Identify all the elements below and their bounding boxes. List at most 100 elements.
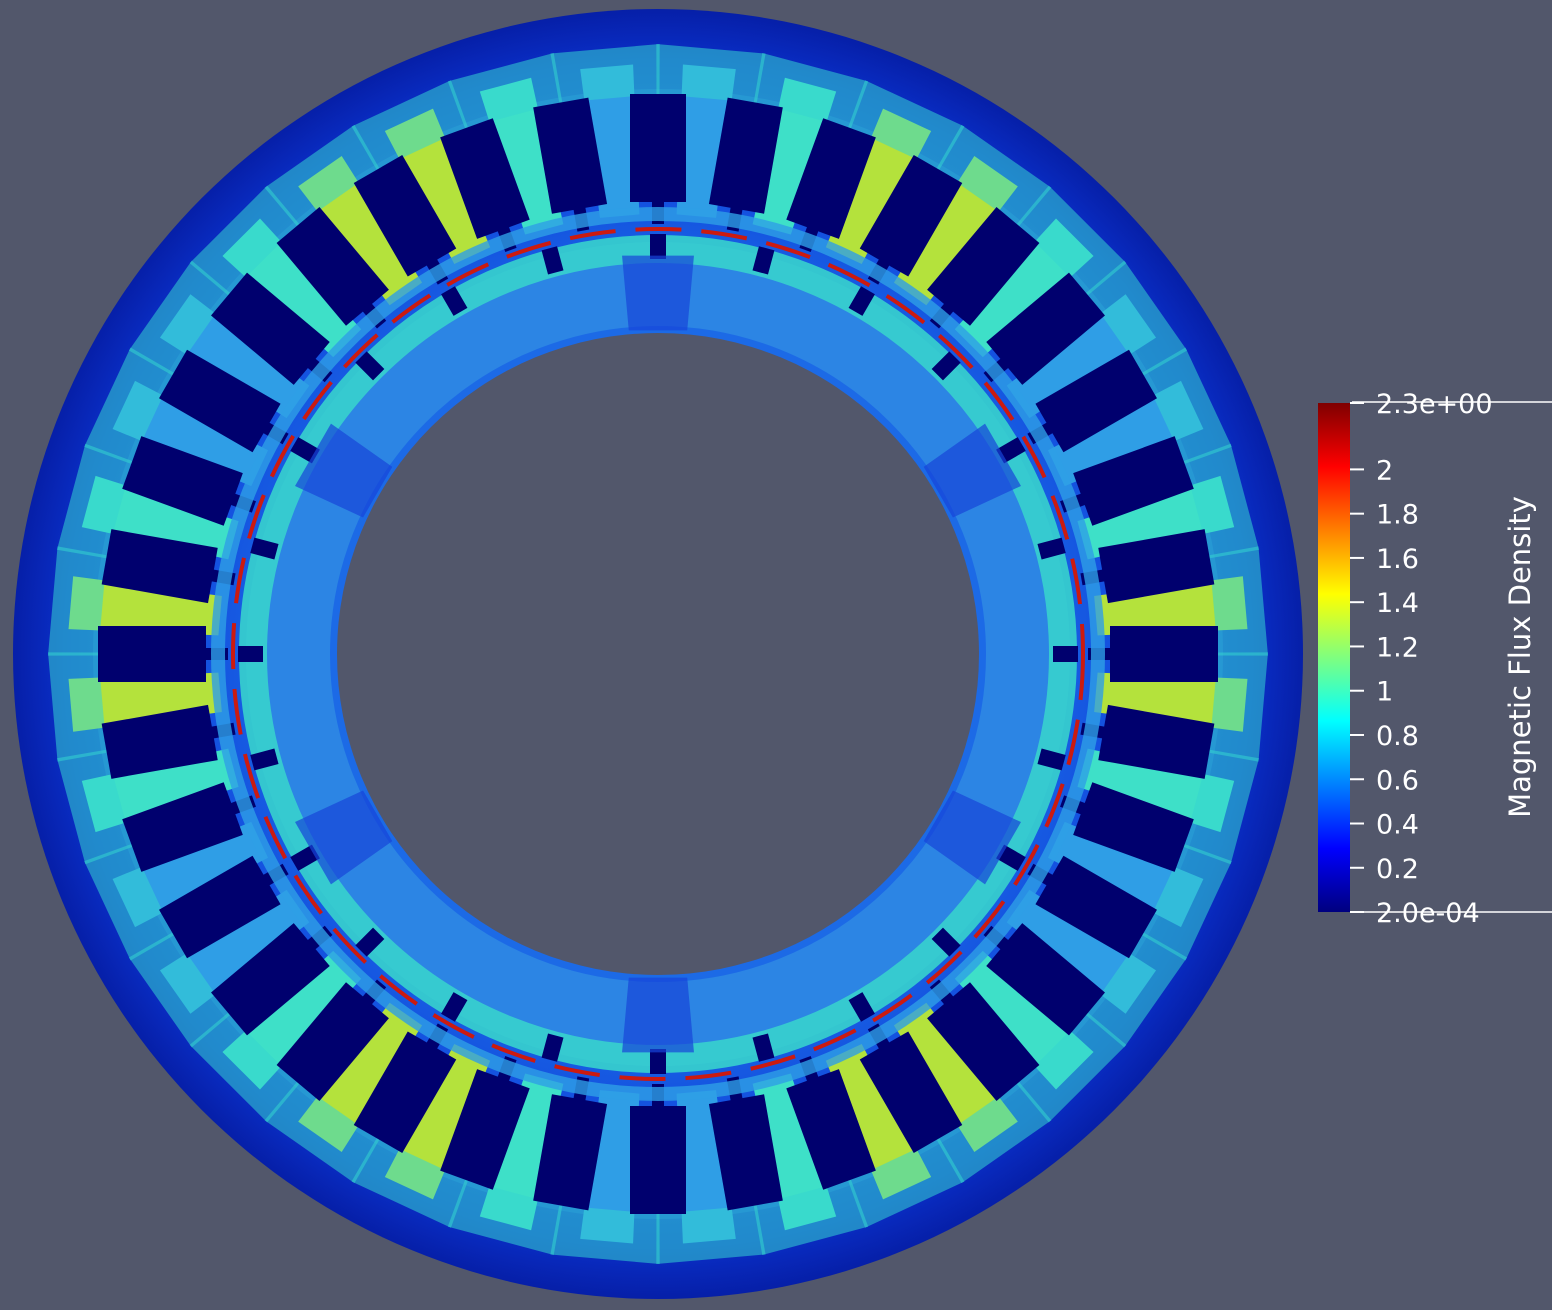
stator-slot xyxy=(786,1069,876,1190)
rotor-slot xyxy=(355,927,385,957)
tick-label: 2.0e-04 xyxy=(1376,898,1480,929)
rotor-slot xyxy=(931,927,961,957)
rotor-slot xyxy=(848,992,875,1022)
rotor-slot xyxy=(1037,537,1066,560)
stator-slot xyxy=(708,1094,783,1211)
tick-label: 1.8 xyxy=(1376,500,1419,531)
rotor-slot xyxy=(650,234,666,259)
stator-slot xyxy=(630,94,686,202)
tooth-root xyxy=(1142,347,1232,464)
rotor-slot xyxy=(541,246,564,275)
stator-slot xyxy=(353,155,457,277)
rotor-pole-low-flux xyxy=(622,977,694,1053)
tooth-root xyxy=(1085,260,1188,376)
stator-slot xyxy=(927,207,1040,326)
tooth-root xyxy=(936,124,1052,227)
rotor-slot xyxy=(541,1033,564,1062)
rotor-poles xyxy=(238,234,1078,1074)
stator-slot xyxy=(122,436,243,526)
tooth-root xyxy=(84,844,174,961)
rotor-slot xyxy=(250,748,279,771)
stator-slot xyxy=(353,1031,457,1153)
stator-slot xyxy=(440,118,530,239)
stator-slot xyxy=(708,97,783,214)
scalar-bar-title: Magnetic Flux Density xyxy=(1503,496,1537,818)
stator-slot xyxy=(859,1031,963,1153)
rotor-slot xyxy=(1037,748,1066,771)
stator-teeth xyxy=(48,44,1268,1264)
rotor-slot xyxy=(848,286,875,316)
rotor-slot xyxy=(752,1033,775,1062)
tooth-root xyxy=(1209,546,1268,656)
tick-label: 2.3e+00 xyxy=(1376,389,1493,420)
tooth-root xyxy=(656,44,766,103)
stator-slot xyxy=(1110,626,1218,682)
rotor-slot xyxy=(441,992,468,1022)
tick-label: 1.6 xyxy=(1376,544,1419,575)
tick-label: 1.2 xyxy=(1376,632,1419,663)
tooth-root xyxy=(1016,185,1127,296)
air-gap-line xyxy=(231,227,1085,1081)
tooth-root xyxy=(1142,844,1232,961)
rotor-pole-low-flux xyxy=(295,790,393,885)
tooth-root xyxy=(550,44,660,103)
rotor-slot xyxy=(250,537,279,560)
stator-slot xyxy=(986,923,1105,1036)
stator-slot xyxy=(1035,349,1157,453)
stator-slot xyxy=(1035,855,1157,959)
stator-slot xyxy=(101,704,218,779)
stator-slot xyxy=(98,626,206,682)
tooth-root xyxy=(264,124,380,227)
rotor-slot xyxy=(752,246,775,275)
tooth-root xyxy=(264,1081,380,1184)
rotor-slot xyxy=(1053,646,1078,662)
rotor-slot xyxy=(441,286,468,316)
tooth-root xyxy=(128,260,231,376)
tooth-root xyxy=(1209,652,1268,762)
stator-slot xyxy=(159,855,281,959)
rotor-bore xyxy=(337,333,979,975)
tick-label: 0.2 xyxy=(1376,854,1419,885)
tooth-root xyxy=(1016,1012,1127,1123)
stator-slot xyxy=(440,1069,530,1190)
tooth-root xyxy=(848,1138,965,1228)
stator-slot xyxy=(122,782,243,872)
scalar-bar-ticks: 2.3e+00 2 1.8 1.6 1.4 1.2 1 0.8 0.6 0.4 0.2 2.0e-04 xyxy=(1350,389,1493,929)
tick-label: 1 xyxy=(1376,677,1393,708)
stator-slot xyxy=(211,272,330,385)
stator-slot xyxy=(276,207,389,326)
stator-bore-ring xyxy=(211,207,1105,1101)
motor-cross-section xyxy=(13,9,1303,1299)
stator-slot xyxy=(211,923,330,1036)
stator-slot xyxy=(101,529,218,604)
tooth-root xyxy=(84,347,174,464)
rotor-pole-low-flux xyxy=(622,255,694,331)
tooth-root xyxy=(189,185,300,296)
scalar-bar[interactable]: 2.3e+00 2 1.8 1.6 1.4 1.2 1 0.8 0.6 0.4 0.2 2.0e-04… xyxy=(1318,389,1552,929)
rotor-slot xyxy=(931,351,961,381)
tooth-root xyxy=(656,1205,766,1264)
tick-label: 2 xyxy=(1376,455,1393,486)
tooth-root xyxy=(936,1081,1052,1184)
tooth-root xyxy=(351,80,468,170)
stator-slot xyxy=(859,155,963,277)
tooth-root xyxy=(48,652,107,762)
stator-slot xyxy=(630,1106,686,1214)
tick-label: 0.4 xyxy=(1376,810,1419,841)
tick-label: 0.8 xyxy=(1376,721,1419,752)
stator-slot xyxy=(786,118,876,239)
tooth-root xyxy=(848,80,965,170)
stator-slot xyxy=(533,97,608,214)
stator-slot xyxy=(276,982,389,1101)
tick-label: 0.6 xyxy=(1376,765,1419,796)
tick-label: 1.4 xyxy=(1376,588,1419,619)
rotor-pole-low-flux xyxy=(923,423,1021,518)
stator-slot xyxy=(1073,782,1194,872)
colormap-bar xyxy=(1318,403,1350,912)
tooth-root xyxy=(1085,932,1188,1048)
rotor-slot xyxy=(355,351,385,381)
stator-slot xyxy=(1098,529,1215,604)
rotor-slot xyxy=(238,646,263,662)
